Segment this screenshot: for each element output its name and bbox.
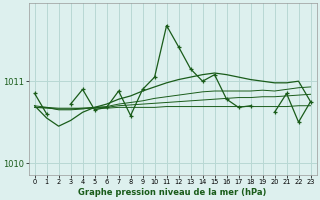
X-axis label: Graphe pression niveau de la mer (hPa): Graphe pression niveau de la mer (hPa) — [78, 188, 267, 197]
